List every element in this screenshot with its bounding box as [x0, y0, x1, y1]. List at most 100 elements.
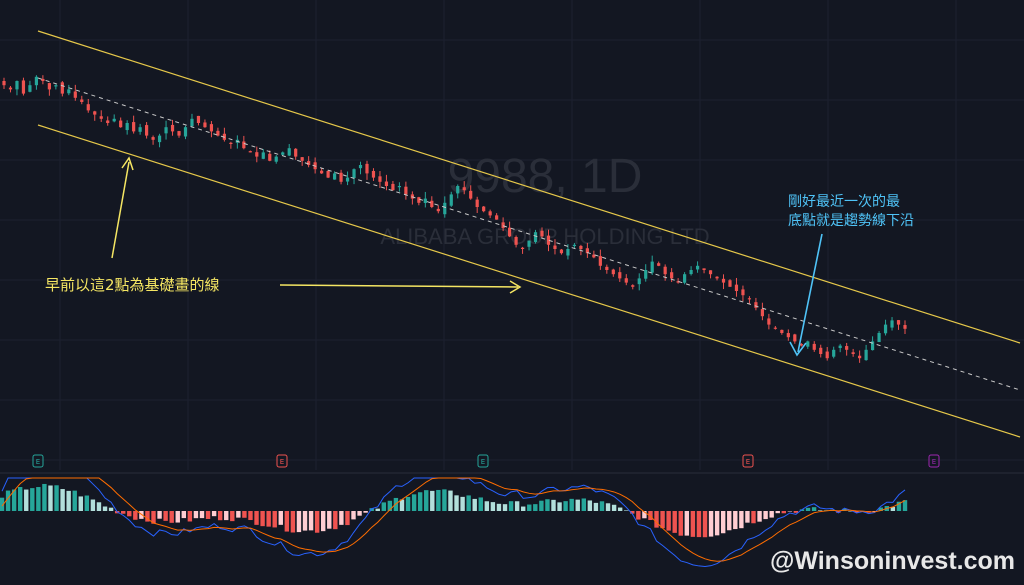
- macd-histogram-bar: [357, 511, 362, 516]
- candle-body: [255, 152, 259, 157]
- candle-body: [417, 197, 421, 203]
- macd-histogram-bar: [472, 498, 477, 511]
- macd-histogram-bar: [848, 510, 853, 512]
- candle-body: [734, 284, 739, 291]
- candle-body: [650, 261, 654, 273]
- macd-histogram-bar: [417, 492, 423, 511]
- candle-body: [605, 266, 609, 270]
- candle-body: [80, 99, 84, 102]
- macd-histogram-bar: [648, 511, 653, 520]
- macd-histogram-bar: [817, 510, 823, 511]
- candle-body: [631, 285, 635, 287]
- event-marker-box: [276, 454, 288, 468]
- macd-histogram-bar: [460, 496, 465, 511]
- macd-histogram-bar: [327, 511, 332, 529]
- macd-histogram-bar: [714, 511, 720, 536]
- candle-body: [695, 265, 700, 270]
- event-marker: E: [477, 454, 489, 468]
- macd-histogram-bar: [72, 490, 77, 511]
- event-marker-label: E: [280, 458, 284, 466]
- candle-body: [488, 211, 492, 216]
- candle-body: [203, 122, 207, 128]
- candle-body: [170, 124, 175, 132]
- macd-histogram-bar: [575, 499, 580, 511]
- macd-histogram-bar: [793, 511, 799, 513]
- candle-body: [838, 345, 842, 349]
- candle-body: [585, 248, 589, 254]
- macd-histogram-bar: [163, 511, 168, 521]
- candle-body: [559, 249, 564, 254]
- macd-histogram-bar: [502, 504, 508, 511]
- macd-histogram-bar: [430, 490, 435, 511]
- macd-histogram-bar: [666, 511, 671, 531]
- macd-histogram-bar: [630, 511, 635, 514]
- macd-histogram-bar: [248, 511, 253, 521]
- candle-body: [572, 244, 577, 247]
- macd-histogram-bar: [720, 511, 726, 534]
- candle-body: [799, 344, 803, 346]
- macd-histogram-bar: [66, 490, 71, 511]
- macd-histogram-bar: [696, 511, 702, 538]
- candle-body: [721, 278, 726, 283]
- event-marker-label: E: [481, 458, 485, 466]
- macd-histogram-bar: [290, 511, 296, 533]
- macd-histogram-bar: [733, 511, 738, 530]
- macd-histogram-bar: [466, 495, 471, 511]
- macd-histogram-bar: [224, 511, 229, 521]
- candle-body: [482, 206, 486, 212]
- candle-body: [689, 270, 693, 275]
- candle-body: [527, 240, 531, 247]
- macd-histogram-bar: [611, 504, 617, 511]
- candle-body: [229, 142, 233, 144]
- candle-body: [825, 351, 829, 359]
- candle-body: [248, 151, 252, 153]
- macd-histogram-bar: [878, 507, 883, 511]
- event-marker-box: [32, 454, 44, 468]
- candle-body: [780, 329, 784, 333]
- candle-body: [151, 137, 155, 140]
- macd-histogram-bar: [690, 511, 696, 537]
- annotation-left-arrow-right: [279, 284, 519, 288]
- macd-histogram-bar: [896, 501, 902, 511]
- candle-body: [812, 343, 816, 350]
- candle-body: [760, 309, 764, 317]
- macd-histogram-bar: [133, 511, 138, 520]
- candle-body: [773, 327, 777, 329]
- candle-body: [747, 298, 752, 300]
- macd-histogram-bar: [78, 496, 83, 511]
- macd-histogram-bar: [175, 511, 180, 523]
- macd-histogram-bar: [333, 511, 338, 530]
- annotation-left-arrow-up: [111, 161, 130, 259]
- macd-histogram-bar: [684, 511, 690, 536]
- candle-body: [423, 198, 427, 204]
- macd-histogram-bar: [442, 489, 447, 511]
- macd-histogram-bar: [205, 511, 211, 519]
- macd-histogram-bar: [211, 511, 217, 517]
- annotation-right-arrowhead: [789, 341, 807, 357]
- macd-histogram-bar: [351, 511, 356, 520]
- candle-body: [358, 165, 363, 169]
- macd-histogram-bar: [569, 498, 574, 511]
- macd-histogram-bar: [775, 511, 780, 514]
- macd-histogram-bar: [272, 511, 277, 528]
- macd-histogram-bar: [411, 494, 417, 511]
- candle-body: [352, 169, 356, 179]
- candle-body: [106, 120, 110, 123]
- candle-body: [177, 131, 181, 136]
- candle-body: [67, 89, 71, 94]
- macd-histogram-bar: [314, 511, 320, 533]
- channel-upper-line: [37, 30, 1021, 344]
- candle-body: [546, 235, 551, 245]
- macd-histogram-bar: [551, 499, 556, 511]
- annotation-left-arrowhead-up: [121, 156, 134, 171]
- watermark-symbol: 9988, 1D: [448, 150, 643, 203]
- candle-body: [514, 236, 518, 245]
- candle-body: [553, 245, 557, 249]
- candle-body: [274, 156, 278, 162]
- candle-body: [132, 122, 136, 132]
- event-marker-label: E: [746, 458, 750, 466]
- candle-body: [261, 152, 265, 159]
- macd-histogram-bar: [763, 511, 768, 520]
- macd-histogram-bar: [484, 501, 490, 511]
